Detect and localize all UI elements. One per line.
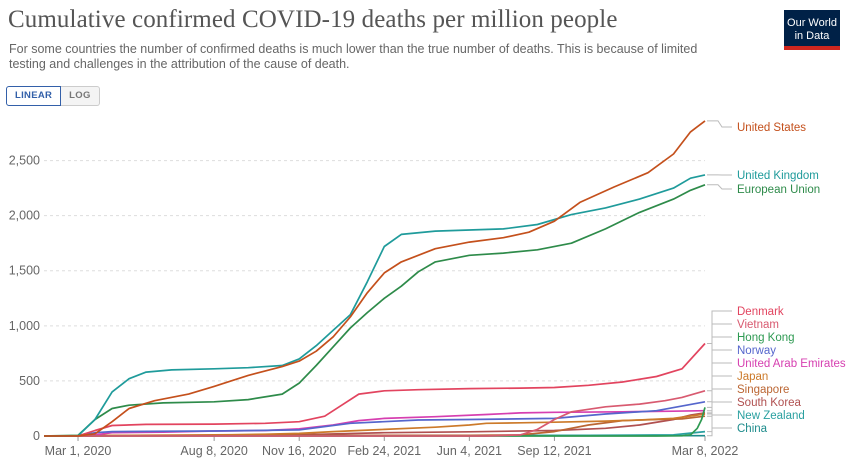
y-tick-label-1500: 1,500 <box>9 264 40 278</box>
legend-label-united-kingdom: United Kingdom <box>737 170 819 182</box>
legend-label-vietnam: Vietnam <box>737 319 779 331</box>
y-tick-label-1000: 1,000 <box>9 319 40 333</box>
x-tick-label-5: Sep 12, 2021 <box>517 444 591 458</box>
legend-label-japan: Japan <box>737 371 768 383</box>
x-tick-label-1: Aug 8, 2020 <box>180 444 247 458</box>
legend-label-china: China <box>737 423 768 435</box>
x-tick-label-3: Feb 24, 2021 <box>347 444 421 458</box>
legend-label-south-korea: South Korea <box>737 397 802 409</box>
y-tick-label-2000: 2,000 <box>9 209 40 223</box>
x-axis-ticks: Mar 1, 2020 Aug 8, 2020 Nov 16, 2020 Feb 24… <box>45 436 739 458</box>
legend-label-singapore: Singapore <box>737 384 789 396</box>
series-line-united-states <box>43 120 706 437</box>
series-line-united-kingdom <box>43 174 706 437</box>
legend-connector-united-states <box>707 120 732 128</box>
logo-line-1: Our World <box>787 17 837 29</box>
y-tick-label-500: 500 <box>19 374 40 388</box>
legend-connector-united-arab-emirates <box>707 362 732 412</box>
legend-label-new-zealand: New Zealand <box>737 410 805 422</box>
series-line-european-union <box>43 184 706 437</box>
legend-label-norway: Norway <box>737 345 776 357</box>
scale-toggle: LINEAR LOG <box>6 86 100 106</box>
legend-connector-vietnam <box>707 323 732 392</box>
legend-label-european-union: European Union <box>737 184 820 196</box>
logo-line-2: in Data <box>794 30 830 42</box>
legend-label-denmark: Denmark <box>737 306 784 318</box>
chart-subtitle: For some countries the number of confirm… <box>9 42 698 71</box>
x-tick-label-4: Jun 4, 2021 <box>437 444 502 458</box>
owid-logo[interactable]: Our World in Data <box>784 10 840 50</box>
legend-connector-hong-kong <box>707 336 732 408</box>
series-line-hong-kong <box>44 407 706 437</box>
series-line-denmark <box>43 342 706 437</box>
x-tick-label-6: Mar 8, 2022 <box>672 444 739 458</box>
log-scale-button[interactable]: LOG <box>61 86 100 106</box>
linear-scale-button[interactable]: LINEAR <box>6 86 62 106</box>
legend-label-hong-kong: Hong Kong <box>737 332 795 344</box>
legend-connector-denmark <box>707 310 732 344</box>
grid-lines <box>44 160 705 437</box>
series-line-united-arab-emirates <box>44 409 706 437</box>
legend-connector-japan <box>707 375 732 415</box>
y-axis-ticks: 0 500 1,000 1,500 2,000 2,500 <box>9 154 40 443</box>
y-tick-label-0: 0 <box>33 429 40 443</box>
series-line-vietnam <box>44 389 706 437</box>
legend-connector-china <box>707 427 732 437</box>
legend: United States United Kingdom European Unio… <box>707 120 846 437</box>
legend-connector-singapore <box>707 388 732 417</box>
legend-label-united-arab-emirates: United Arab Emirates <box>737 358 846 370</box>
legend-connector-european-union <box>707 184 732 190</box>
legend-connector-south-korea <box>707 401 732 414</box>
chart-title: Cumulative confirmed COVID-19 deaths per… <box>8 6 618 33</box>
legend-label-united-states: United States <box>737 122 806 134</box>
series-lines <box>43 120 706 437</box>
series-line-norway <box>44 400 706 437</box>
y-tick-label-2500: 2,500 <box>9 154 40 168</box>
legend-connector-new-zealand <box>707 414 732 433</box>
x-tick-label-2: Nov 16, 2020 <box>262 444 336 458</box>
x-tick-label-0: Mar 1, 2020 <box>45 444 112 458</box>
